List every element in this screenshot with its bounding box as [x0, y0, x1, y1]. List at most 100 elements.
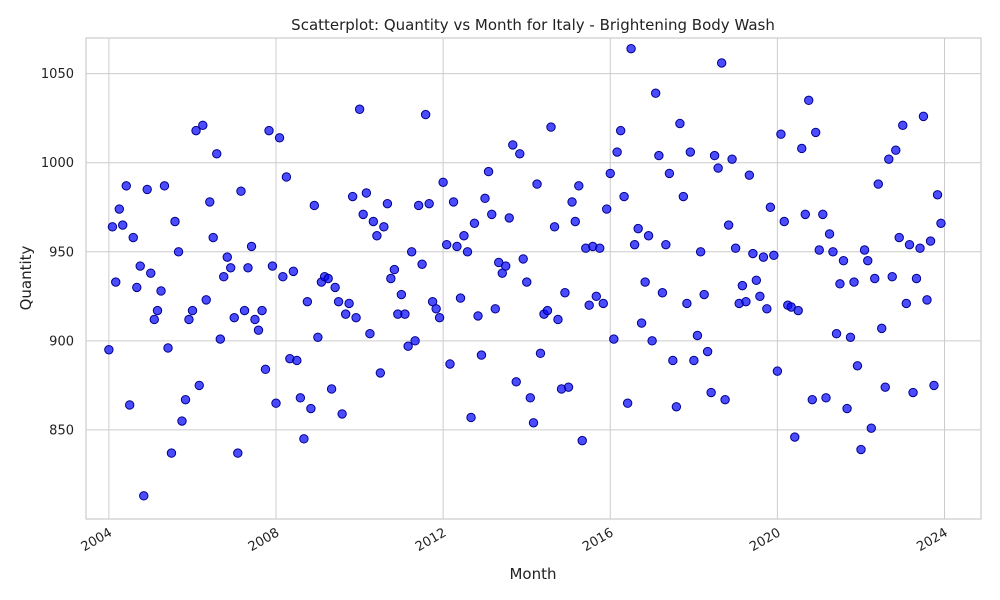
data-point — [824, 229, 835, 239]
data-point — [111, 277, 121, 287]
data-point — [563, 382, 574, 392]
data-point — [831, 329, 842, 339]
data-point — [323, 273, 333, 284]
data-point — [713, 163, 723, 173]
data-point — [772, 366, 783, 376]
data-point — [720, 394, 730, 405]
data-point — [804, 95, 814, 106]
data-point — [309, 200, 320, 211]
data-point — [448, 197, 459, 207]
data-point — [518, 254, 528, 264]
data-point — [769, 250, 779, 261]
data-point — [716, 58, 727, 68]
y-tick-label: 900 — [49, 334, 74, 349]
data-point — [553, 314, 563, 325]
data-point — [104, 345, 114, 355]
points-layer — [104, 43, 946, 501]
data-point — [476, 350, 487, 360]
data-point — [835, 279, 845, 289]
data-point — [215, 334, 225, 344]
data-point — [877, 323, 887, 334]
data-point — [870, 273, 880, 284]
data-point — [863, 255, 873, 266]
data-point — [166, 448, 177, 458]
data-point — [358, 209, 368, 220]
data-point — [633, 223, 643, 234]
data-point — [271, 398, 281, 408]
data-point — [295, 393, 306, 403]
data-point — [389, 264, 400, 275]
data-point — [925, 236, 936, 246]
data-point — [340, 309, 351, 319]
data-point — [191, 125, 201, 136]
data-point — [922, 295, 932, 305]
data-point — [382, 198, 393, 209]
data-point — [198, 120, 208, 130]
data-point — [406, 247, 417, 257]
data-point — [918, 111, 929, 122]
data-point — [811, 127, 821, 138]
data-point — [640, 277, 650, 287]
data-point — [246, 241, 257, 252]
data-point — [636, 318, 647, 328]
data-point — [299, 434, 309, 444]
x-tick-label: 2024 — [914, 525, 950, 555]
data-point — [657, 288, 668, 298]
data-point — [139, 491, 149, 501]
data-point — [595, 243, 605, 253]
data-point — [229, 312, 239, 323]
data-point — [689, 355, 699, 366]
data-point — [699, 289, 709, 300]
data-point — [173, 247, 184, 257]
data-point — [643, 231, 654, 241]
data-point — [208, 232, 218, 243]
data-point — [333, 296, 344, 307]
data-point — [434, 312, 445, 323]
y-tick-label: 1000 — [41, 156, 74, 171]
data-point — [170, 216, 180, 227]
data-point — [222, 252, 232, 262]
data-point — [260, 364, 271, 375]
data-point — [372, 231, 382, 241]
data-point — [887, 272, 897, 282]
data-point — [264, 125, 274, 136]
data-point — [936, 218, 946, 228]
data-point — [619, 191, 629, 202]
data-point — [793, 305, 803, 316]
data-point — [737, 280, 748, 291]
chart-title: Scatterplot: Quantity vs Month for Italy… — [291, 16, 775, 34]
data-point — [908, 387, 918, 398]
data-point — [253, 325, 264, 335]
data-point — [239, 305, 250, 316]
data-point — [146, 268, 156, 278]
data-point — [650, 88, 661, 98]
x-tick-label: 2016 — [580, 525, 616, 555]
data-point — [814, 245, 824, 255]
y-tick-label: 950 — [49, 245, 74, 260]
data-point — [609, 334, 619, 344]
data-point — [779, 216, 789, 227]
data-point — [459, 231, 469, 241]
data-point — [612, 147, 622, 157]
data-point — [591, 291, 602, 302]
data-point — [413, 200, 424, 211]
y-tick-label: 850 — [49, 423, 74, 438]
data-point — [226, 263, 236, 273]
data-point — [528, 418, 539, 428]
data-point — [706, 387, 716, 398]
data-point — [709, 150, 720, 161]
data-point — [647, 336, 657, 346]
data-point — [455, 293, 466, 303]
data-point — [152, 305, 163, 316]
data-point — [515, 149, 525, 159]
data-point — [431, 304, 441, 314]
data-point — [184, 314, 194, 325]
x-tick-label: 2004 — [79, 525, 115, 555]
data-point — [107, 222, 118, 232]
data-point — [532, 179, 542, 189]
data-point — [420, 109, 431, 120]
data-point — [159, 181, 170, 191]
data-point — [278, 272, 288, 282]
data-point — [219, 272, 229, 282]
